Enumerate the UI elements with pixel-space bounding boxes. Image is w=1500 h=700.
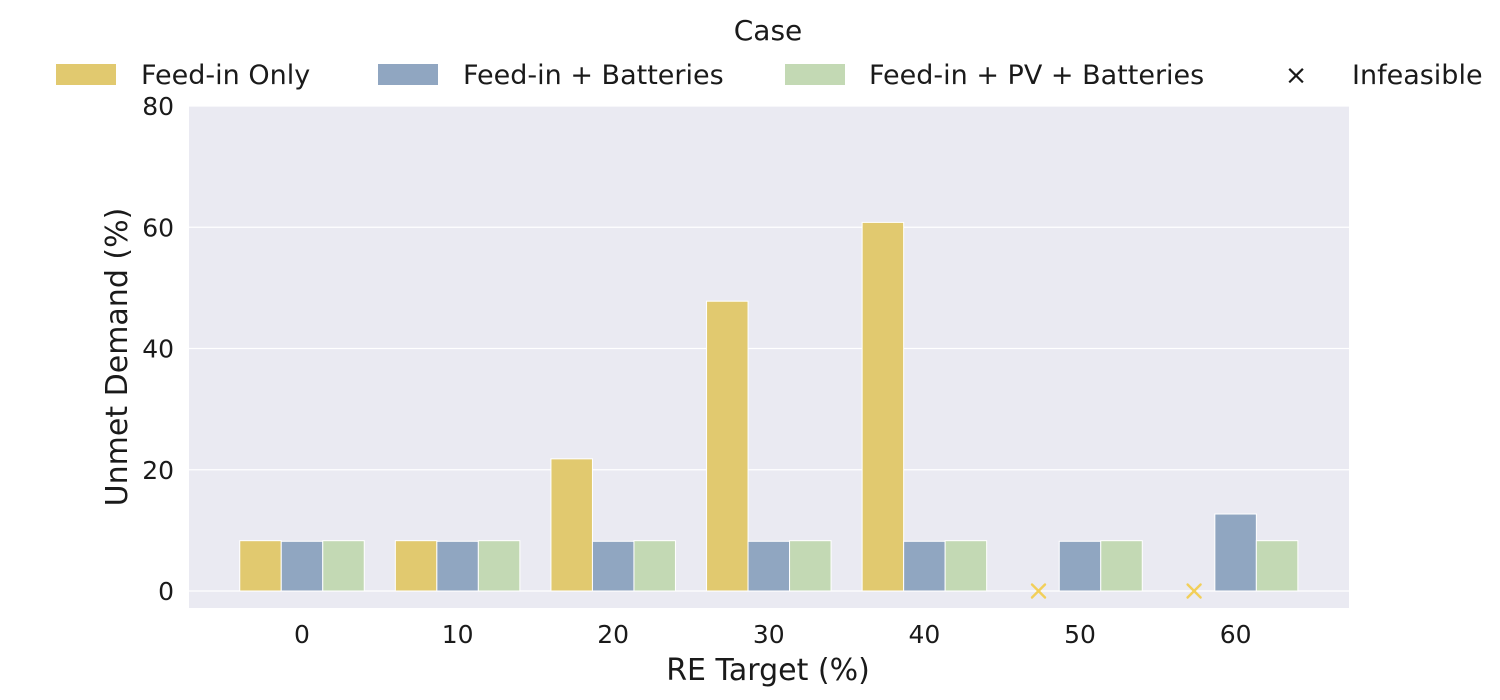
bar (861, 221, 905, 592)
bar (706, 300, 749, 592)
bar (239, 540, 282, 592)
bar (944, 540, 988, 592)
y-axis-label: Unmet Demand (%) (100, 208, 135, 507)
legend-swatch-feed-in-batteries (378, 64, 438, 85)
x-tick-label: 50 (1064, 620, 1096, 649)
x-tick-label: 10 (442, 620, 474, 649)
legend-label-feed-in-only: Feed-in Only (141, 60, 310, 91)
bar (591, 540, 635, 592)
x-tick-label: 60 (1220, 620, 1252, 649)
bar (633, 540, 676, 592)
bar (394, 540, 438, 592)
y-tick-labels: 0 20 40 60 80 (142, 92, 174, 606)
plot-area (189, 106, 1349, 608)
bar (1214, 513, 1257, 592)
y-tick-label: 40 (142, 335, 174, 364)
x-tick-labels: 0 10 20 30 40 50 60 (294, 620, 1251, 649)
x-tick-label: 20 (597, 620, 629, 649)
x-axis-label: RE Target (%) (666, 653, 870, 688)
bar (436, 540, 479, 592)
y-tick-label: 20 (142, 456, 174, 485)
bar (550, 458, 593, 592)
legend-swatch-feed-in-only (56, 64, 116, 85)
x-tick-label: 30 (753, 620, 785, 649)
legend-label-infeasible: Infeasible (1352, 60, 1483, 91)
y-tick-label: 80 (142, 92, 174, 121)
infeasible-marker (1186, 583, 1202, 599)
infeasible-marker (1030, 583, 1047, 599)
bars (239, 221, 1299, 592)
legend-label-feed-in-pv-batteries: Feed-in + PV + Batteries (869, 60, 1204, 91)
bar (903, 540, 946, 592)
bar (477, 540, 521, 592)
bar (1255, 540, 1299, 592)
bar (747, 540, 791, 592)
grid (189, 105, 1349, 592)
legend-label-feed-in-batteries: Feed-in + Batteries (463, 60, 724, 91)
legend-swatch-feed-in-pv-batteries (785, 64, 845, 85)
legend: Case Feed-in Only Feed-in + Batteries Fe… (56, 14, 1483, 91)
bar (789, 540, 832, 592)
x-tick-label: 0 (294, 620, 310, 649)
legend-infeasible-marker-icon: × (1285, 60, 1308, 91)
y-tick-label: 60 (142, 213, 174, 242)
x-tick-label: 40 (908, 620, 940, 649)
y-tick-label: 0 (158, 577, 174, 606)
legend-title: Case (734, 14, 803, 47)
bar (322, 540, 365, 592)
bar (1058, 540, 1102, 592)
bar (1100, 540, 1143, 592)
infeasible-markers (1030, 583, 1202, 599)
bar (280, 540, 324, 592)
